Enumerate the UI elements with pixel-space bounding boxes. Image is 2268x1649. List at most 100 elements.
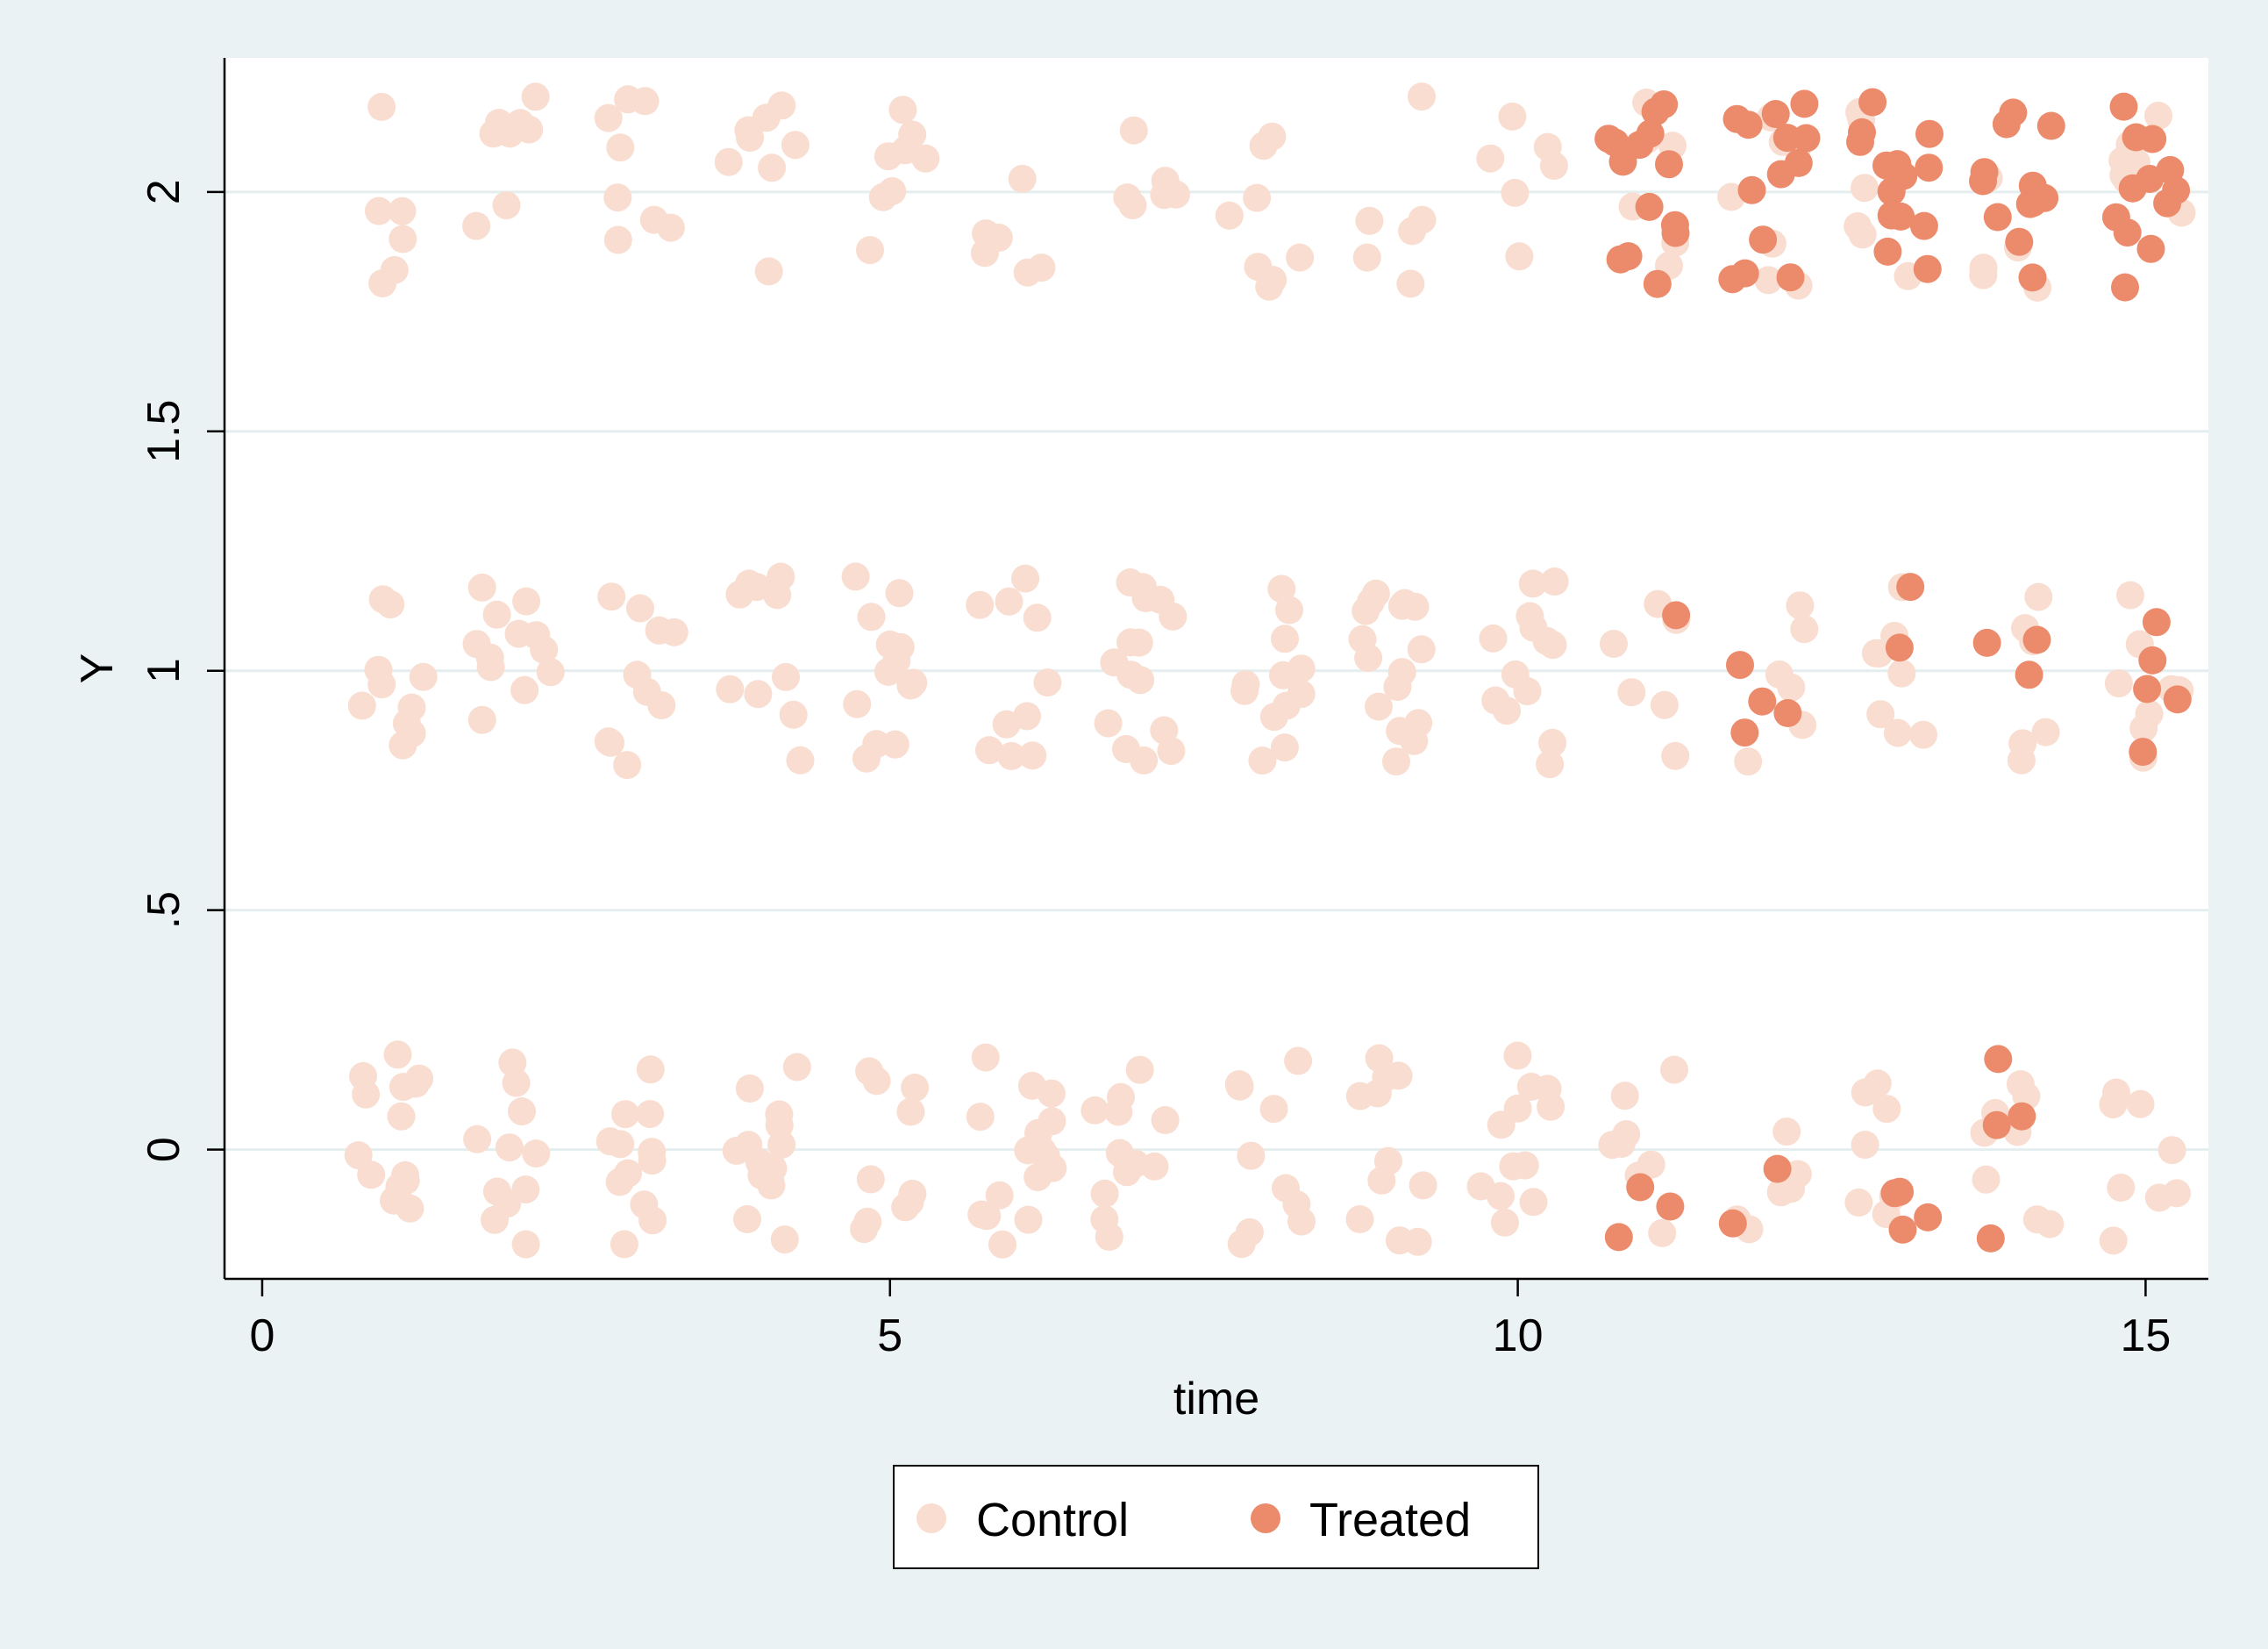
point-control-312 xyxy=(1476,144,1505,173)
point-treated-56 xyxy=(1877,177,1906,206)
point-control-163 xyxy=(1014,1205,1043,1234)
point-control-276 xyxy=(1396,269,1425,298)
point-control-12 xyxy=(357,1160,386,1189)
x-tick-label-1: 5 xyxy=(877,1310,902,1361)
point-control-244 xyxy=(1215,201,1244,230)
point-treated-12 xyxy=(1635,192,1664,221)
point-control-401 xyxy=(2099,1226,2128,1255)
point-control-152 xyxy=(878,177,907,205)
point-control-113 xyxy=(772,662,800,691)
point-control-129 xyxy=(901,1074,930,1102)
point-control-96 xyxy=(770,1225,799,1254)
x-axis-label: time xyxy=(1173,1374,1259,1424)
point-control-355 xyxy=(1851,1131,1879,1160)
point-control-114 xyxy=(763,581,792,610)
point-control-277 xyxy=(1408,82,1436,111)
x-tick-label-2: 10 xyxy=(1493,1310,1544,1361)
point-treated-14 xyxy=(1614,242,1643,271)
point-control-51 xyxy=(467,573,496,602)
point-treated-52 xyxy=(1848,118,1876,146)
point-control-366 xyxy=(1909,720,1937,749)
point-control-1 xyxy=(383,1040,412,1069)
point-treated-47 xyxy=(1873,237,1902,266)
point-treated-67 xyxy=(2018,263,2047,292)
point-control-119 xyxy=(714,147,743,176)
point-control-197 xyxy=(1095,1223,1123,1251)
point-control-116 xyxy=(758,153,787,182)
point-control-307 xyxy=(1498,102,1527,131)
point-control-298 xyxy=(1538,728,1567,757)
point-control-142 xyxy=(862,730,891,759)
legend-marker-treated xyxy=(1251,1503,1280,1533)
point-control-285 xyxy=(1499,1152,1528,1181)
point-control-185 xyxy=(1027,253,1056,282)
point-control-313 xyxy=(1660,1055,1688,1084)
point-control-99 xyxy=(765,1110,794,1139)
point-treated-19 xyxy=(1718,1209,1747,1238)
point-control-169 xyxy=(1038,1153,1067,1182)
point-treated-23 xyxy=(1773,699,1802,727)
point-control-394 xyxy=(2126,1089,2155,1118)
point-control-338 xyxy=(1766,1178,1795,1207)
y-tick-label-4: 2 xyxy=(139,179,189,204)
point-control-77 xyxy=(597,582,626,611)
point-control-49 xyxy=(512,587,541,616)
x-tick-label-3: 15 xyxy=(2120,1310,2171,1361)
point-treated-0 xyxy=(1656,1192,1685,1221)
point-control-157 xyxy=(988,1230,1016,1259)
point-control-364 xyxy=(1866,700,1895,729)
point-control-131 xyxy=(850,1215,879,1244)
point-control-407 xyxy=(2135,699,2164,728)
x-tick-label-0: 0 xyxy=(249,1310,275,1361)
point-control-339 xyxy=(1772,1117,1801,1146)
point-treated-16 xyxy=(1601,128,1630,157)
point-control-382 xyxy=(1972,1165,2001,1194)
point-treated-68 xyxy=(1983,203,2012,232)
point-control-104 xyxy=(759,1154,788,1183)
data-points xyxy=(344,82,2196,1259)
point-control-292 xyxy=(1503,1041,1532,1070)
point-control-95 xyxy=(733,1205,761,1233)
point-control-74 xyxy=(626,594,654,623)
point-control-186 xyxy=(1125,1055,1154,1084)
point-control-399 xyxy=(2102,1078,2130,1107)
point-control-231 xyxy=(1230,676,1259,705)
point-control-184 xyxy=(972,219,1001,248)
point-control-196 xyxy=(1121,1149,1150,1178)
point-control-23 xyxy=(389,731,417,760)
point-control-240 xyxy=(1275,596,1303,625)
point-control-187 xyxy=(1081,1096,1109,1124)
point-control-88 xyxy=(603,225,632,254)
point-control-345 xyxy=(1786,591,1815,620)
axes xyxy=(223,58,2208,1281)
point-control-200 xyxy=(1150,716,1179,745)
point-control-130 xyxy=(895,1188,924,1217)
point-control-369 xyxy=(1851,174,1879,203)
point-control-7 xyxy=(380,1186,408,1215)
point-control-386 xyxy=(2024,582,2053,611)
point-control-36 xyxy=(508,1097,536,1126)
point-control-270 xyxy=(1400,726,1429,755)
point-control-207 xyxy=(1124,628,1153,657)
point-treated-57 xyxy=(1976,1224,2005,1253)
point-control-402 xyxy=(2116,581,2144,610)
point-treated-81 xyxy=(2109,92,2138,121)
point-control-18 xyxy=(409,662,438,691)
point-control-52 xyxy=(467,705,496,734)
point-treated-35 xyxy=(1772,124,1801,153)
point-control-81 xyxy=(596,728,624,757)
point-treated-54 xyxy=(1883,150,1912,179)
point-treated-79 xyxy=(2129,738,2157,767)
point-control-416 xyxy=(2108,146,2137,175)
point-control-363 xyxy=(1887,659,1916,688)
y-tick-label-2: 1 xyxy=(139,658,189,683)
point-treated-33 xyxy=(1790,89,1819,118)
point-control-134 xyxy=(843,689,872,718)
point-control-306 xyxy=(1513,677,1542,706)
point-control-137 xyxy=(857,603,886,632)
point-control-288 xyxy=(1490,1208,1519,1237)
point-control-144 xyxy=(896,671,925,700)
point-control-311 xyxy=(1501,178,1530,207)
point-treated-85 xyxy=(2118,174,2147,203)
point-treated-29 xyxy=(1718,265,1747,294)
